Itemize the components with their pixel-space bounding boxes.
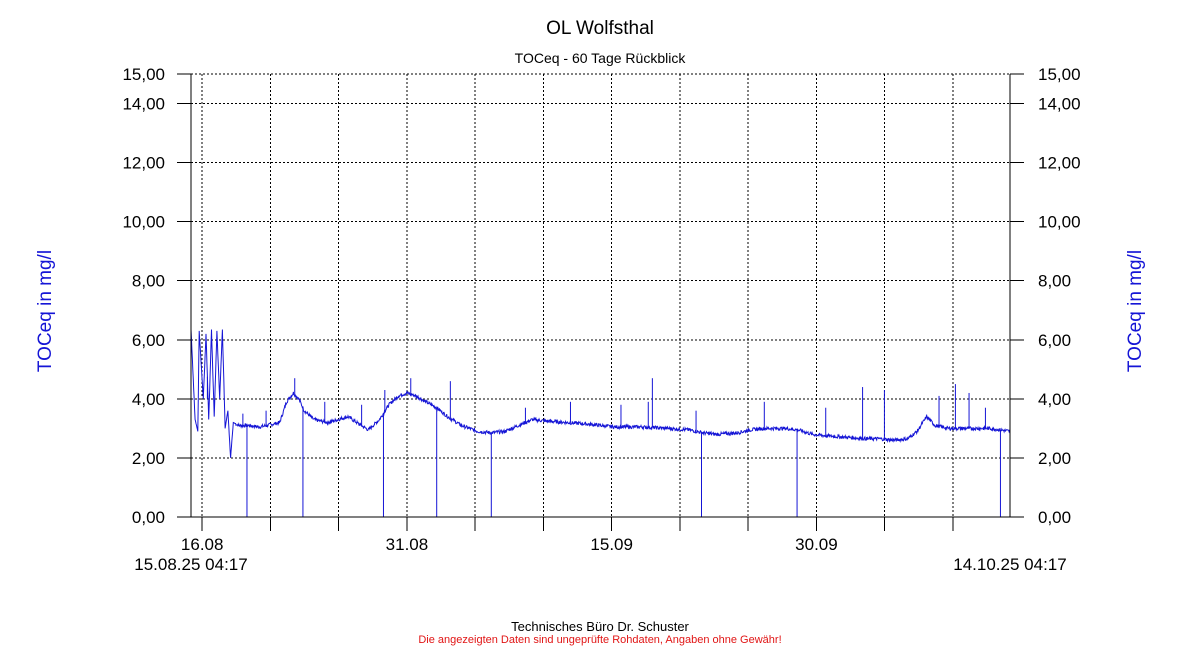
y-tick-label-right: 2,00 bbox=[1038, 449, 1071, 468]
x-tick-label: 31.08 bbox=[386, 535, 429, 554]
y-tick-label-left: 8,00 bbox=[132, 272, 165, 291]
label-layer: 0,00 0,00 2,00 2,00 4,00 4,00 6,00 6,00 8,00 8,00… bbox=[122, 65, 1080, 574]
y-tick-label-left: 6,00 bbox=[132, 331, 165, 350]
chart-subtitle: TOCeq - 60 Tage Rückblick bbox=[514, 50, 686, 66]
grid-layer bbox=[191, 73, 1010, 517]
y-tick-label-right: 8,00 bbox=[1038, 272, 1071, 291]
footer-disclaimer: Die angezeigten Daten sind ungeprüfte Ro… bbox=[418, 634, 782, 646]
y-tick-label-left: 2,00 bbox=[132, 449, 165, 468]
y-tick-label-right: 12,00 bbox=[1038, 154, 1081, 173]
series-layer bbox=[190, 329, 1011, 517]
x-range-end-label: 14.10.25 04:17 bbox=[953, 555, 1066, 574]
y-tick-label-left: 0,00 bbox=[132, 508, 165, 527]
x-tick-label: 16.08 bbox=[181, 535, 224, 554]
series-line bbox=[190, 329, 1011, 458]
y-tick-label-right: 0,00 bbox=[1038, 508, 1071, 527]
x-tick-label: 30.09 bbox=[795, 535, 838, 554]
y-tick-label-right: 4,00 bbox=[1038, 390, 1071, 409]
y-tick-label-right: 6,00 bbox=[1038, 331, 1071, 350]
footer-credit: Technisches Büro Dr. Schuster bbox=[511, 619, 689, 634]
y-tick-label-right: 14,00 bbox=[1038, 95, 1081, 114]
y-tick-label-right: 10,00 bbox=[1038, 213, 1081, 232]
axis-layer bbox=[177, 73, 1024, 531]
x-tick-label: 15.09 bbox=[590, 535, 633, 554]
y-tick-label-left: 12,00 bbox=[122, 154, 165, 173]
chart-title: OL Wolfsthal bbox=[546, 18, 654, 39]
x-range-start-label: 15.08.25 04:17 bbox=[134, 555, 247, 574]
y-tick-label-left: 14,00 bbox=[122, 95, 165, 114]
y-tick-label-left: 15,00 bbox=[122, 65, 165, 84]
y-tick-label-left: 4,00 bbox=[132, 390, 165, 409]
y-tick-label-right: 15,00 bbox=[1038, 65, 1081, 84]
y-tick-label-left: 10,00 bbox=[122, 213, 165, 232]
